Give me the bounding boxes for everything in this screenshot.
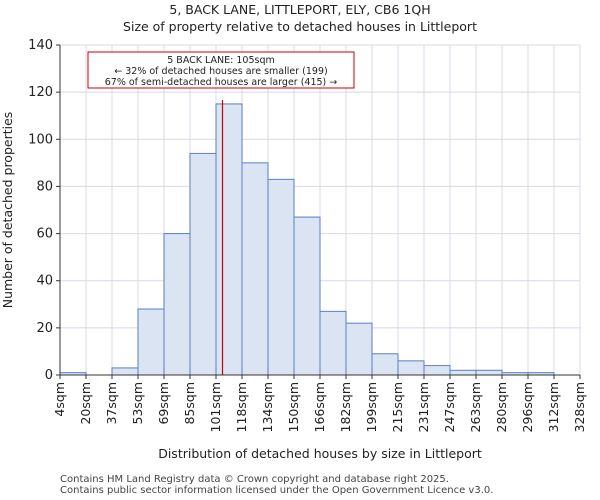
x-tick-label: 263sqm	[468, 382, 483, 432]
x-tick-label: 182sqm	[338, 382, 353, 432]
y-tick-label: 100	[28, 132, 53, 147]
bar-231sqm	[423, 365, 451, 376]
footer-line-1: Contains HM Land Registry data © Crown c…	[60, 474, 449, 485]
footer-line-2: Contains public sector information licen…	[60, 485, 494, 496]
x-tick-label: 150sqm	[286, 382, 301, 432]
bar-118sqm	[241, 162, 269, 376]
x-tick-label: 37sqm	[104, 382, 119, 425]
x-tick-label: 85sqm	[182, 382, 197, 425]
y-tick-label: 140	[28, 38, 53, 53]
x-tick-label: 118sqm	[234, 382, 249, 432]
annotation-line-3: 67% of semi-detached houses are larger (…	[105, 77, 338, 88]
y-tick-label: 20	[36, 321, 53, 336]
x-tick-label: 166sqm	[312, 382, 327, 432]
x-axis-label: Distribution of detached houses by size …	[158, 446, 482, 461]
annotation-layer: 5 BACK LANE: 105sqm ← 32% of detached ho…	[87, 51, 355, 89]
bar-182sqm	[345, 322, 373, 376]
bar-134sqm	[267, 178, 295, 376]
x-tick-label: 20sqm	[78, 382, 93, 425]
bar-215sqm	[397, 360, 425, 376]
y-tick-label: 120	[28, 85, 53, 100]
annotation-box	[87, 51, 355, 89]
x-tick-label: 69sqm	[156, 382, 171, 425]
x-tick-label: 328sqm	[572, 382, 587, 432]
bar-69sqm	[163, 233, 191, 376]
y-tick-label: 60	[36, 227, 53, 242]
x-tick-label: 296sqm	[520, 382, 535, 432]
annotation-line-2: ← 32% of detached houses are smaller (19…	[114, 66, 327, 77]
annotation-line-1: 5 BACK LANE: 105sqm	[167, 55, 275, 66]
x-tick-label: 53sqm	[130, 382, 145, 425]
x-tick-label: 312sqm	[546, 382, 561, 432]
y-tick-label: 0	[45, 368, 53, 383]
x-tick-label: 231sqm	[416, 382, 431, 432]
bar-263sqm	[475, 369, 503, 376]
y-tick-label: 80	[36, 179, 53, 194]
y-tick-label: 40	[36, 274, 53, 289]
bar-37sqm	[111, 367, 139, 376]
x-tick-label: 4sqm	[52, 382, 67, 417]
y-axis-label: Number of detached properties	[0, 112, 15, 309]
axes-layer: 0 20 40 60 80 100 120 140 4sqm 20sqm 37sqm 53sqm 69s…	[28, 38, 587, 432]
bar-101sqm	[215, 103, 243, 376]
x-tick-label: 101sqm	[208, 382, 223, 432]
chart-title: 5, BACK LANE, LITTLEPORT, ELY, CB6 1QH	[169, 2, 431, 17]
x-tick-label: 280sqm	[494, 382, 509, 432]
bar-53sqm	[137, 308, 165, 376]
bar-150sqm	[293, 216, 321, 376]
x-tick-label: 199sqm	[364, 382, 379, 432]
x-tick-label: 215sqm	[390, 382, 405, 432]
x-tick-label: 247sqm	[442, 382, 457, 432]
bar-199sqm	[371, 353, 399, 376]
x-tick-label: 134sqm	[260, 382, 275, 432]
bar-247sqm	[449, 369, 477, 376]
chart-subtitle: Size of property relative to detached ho…	[123, 19, 477, 34]
bar-166sqm	[319, 310, 347, 376]
bar-85sqm	[189, 152, 217, 376]
